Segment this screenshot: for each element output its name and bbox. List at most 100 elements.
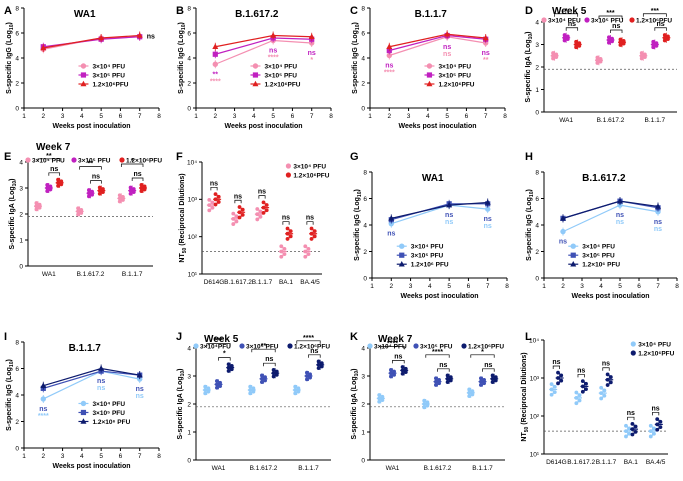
significance-label: ns [50, 166, 58, 173]
data-point [662, 33, 667, 37]
data-point [643, 52, 647, 57]
legend-label: 3×10⁵ PFU [438, 72, 471, 79]
y-tick-label: 8 [187, 5, 191, 12]
data-point [309, 226, 314, 231]
y-axis-label: S-specific IgA (Log10) [351, 368, 360, 439]
data-point [624, 429, 628, 434]
x-tick-label: B.1.617.2 [597, 117, 625, 124]
data-point [293, 388, 298, 392]
data-point [599, 385, 604, 390]
significance-label: ns [577, 367, 585, 374]
panel-title: Week 7 [36, 142, 71, 153]
legend-label: 3×10⁵ PFU [420, 343, 453, 350]
data-point [607, 35, 611, 40]
data-point [319, 364, 324, 369]
data-point [37, 202, 42, 207]
significance-bracket [554, 13, 579, 17]
legend-marker [413, 343, 419, 349]
x-tick-label: 7 [138, 453, 142, 460]
data-point [203, 384, 208, 389]
data-point [377, 399, 382, 404]
significance-label: ns [136, 386, 144, 393]
data-point [237, 210, 242, 215]
data-point [264, 208, 269, 213]
data-point [598, 57, 603, 61]
data-point [633, 429, 638, 434]
significance-label: ns [92, 174, 100, 181]
data-point [139, 186, 144, 190]
data-point [549, 387, 554, 392]
data-point [142, 184, 147, 189]
significance-bracket [577, 374, 585, 378]
y-tick-label: 1 [535, 87, 539, 94]
data-point [45, 182, 50, 187]
data-point [240, 212, 245, 217]
y-tick-label: 0 [535, 109, 539, 116]
data-point [271, 367, 276, 372]
y-tick-label: 1 [187, 429, 191, 436]
data-point [231, 222, 236, 226]
significance-label: ** [483, 57, 489, 64]
legend-marker [570, 243, 576, 249]
x-axis-label: Weeks post inoculation [398, 123, 476, 130]
x-tick-label: 3 [580, 283, 584, 290]
data-point [666, 34, 670, 39]
data-point [255, 207, 260, 211]
y-tick-label: 10⁴ [187, 159, 197, 166]
y-tick-label: 6 [15, 30, 19, 37]
significance-bracket [642, 13, 667, 17]
significance-label: **** [38, 413, 49, 420]
significance-bracket [48, 172, 61, 176]
y-tick-label: 0 [15, 105, 19, 112]
significance-label: ns [612, 23, 620, 30]
data-point [654, 41, 659, 46]
data-point [467, 387, 472, 392]
panel-title: WA1 [74, 9, 96, 20]
significance-label: ns [652, 405, 660, 412]
data-point [76, 209, 80, 214]
data-point [445, 380, 450, 385]
data-point [607, 40, 611, 45]
significance-label: * [310, 57, 313, 64]
data-point [662, 35, 667, 40]
data-point [655, 427, 660, 432]
data-point [218, 380, 223, 385]
data-point [234, 214, 239, 219]
y-tick-label: 4 [15, 55, 19, 62]
x-tick-label: B.1.1.7 [596, 459, 617, 466]
data-point [303, 254, 308, 259]
y-axis-label: NT50 (Reciprocal Dilutions) [179, 173, 188, 262]
x-tick-label: 6 [119, 453, 123, 460]
x-tick-label: 4 [599, 283, 603, 290]
data-point [565, 37, 570, 41]
legend-label: 3×10⁴ PFU [293, 164, 326, 171]
data-point [580, 379, 585, 384]
y-tick-label: 0 [363, 275, 367, 282]
legend-label: 3×10⁴ PFU [264, 63, 297, 70]
y-tick-label: 0 [535, 275, 539, 282]
y-tick-label: 8 [535, 169, 539, 176]
y-tick-label: 6 [363, 196, 367, 203]
x-axis-label: Weeks post inoculation [400, 293, 478, 300]
significance-label: ns [394, 353, 402, 360]
significance-label: ns [306, 215, 314, 222]
data-point [308, 372, 312, 377]
x-tick-label: 7 [656, 283, 660, 290]
legend-label: 3×10⁵ PFU [411, 253, 444, 260]
data-point [213, 192, 218, 197]
y-tick-label: 10² [188, 234, 198, 241]
data-point [584, 381, 588, 386]
data-point [285, 231, 290, 236]
data-point [231, 216, 236, 221]
y-tick-label: 2 [187, 80, 191, 87]
y-tick-label: 4 [361, 55, 365, 62]
significance-label: **** [268, 55, 279, 62]
data-point [608, 380, 613, 385]
data-point [482, 34, 489, 41]
x-tick-label: BA.4/5 [646, 459, 666, 466]
data-point [577, 43, 582, 48]
significance-label: **** [303, 335, 314, 342]
data-point [574, 401, 579, 406]
x-tick-label: 2 [213, 113, 217, 120]
significance-label: ns [627, 410, 635, 417]
